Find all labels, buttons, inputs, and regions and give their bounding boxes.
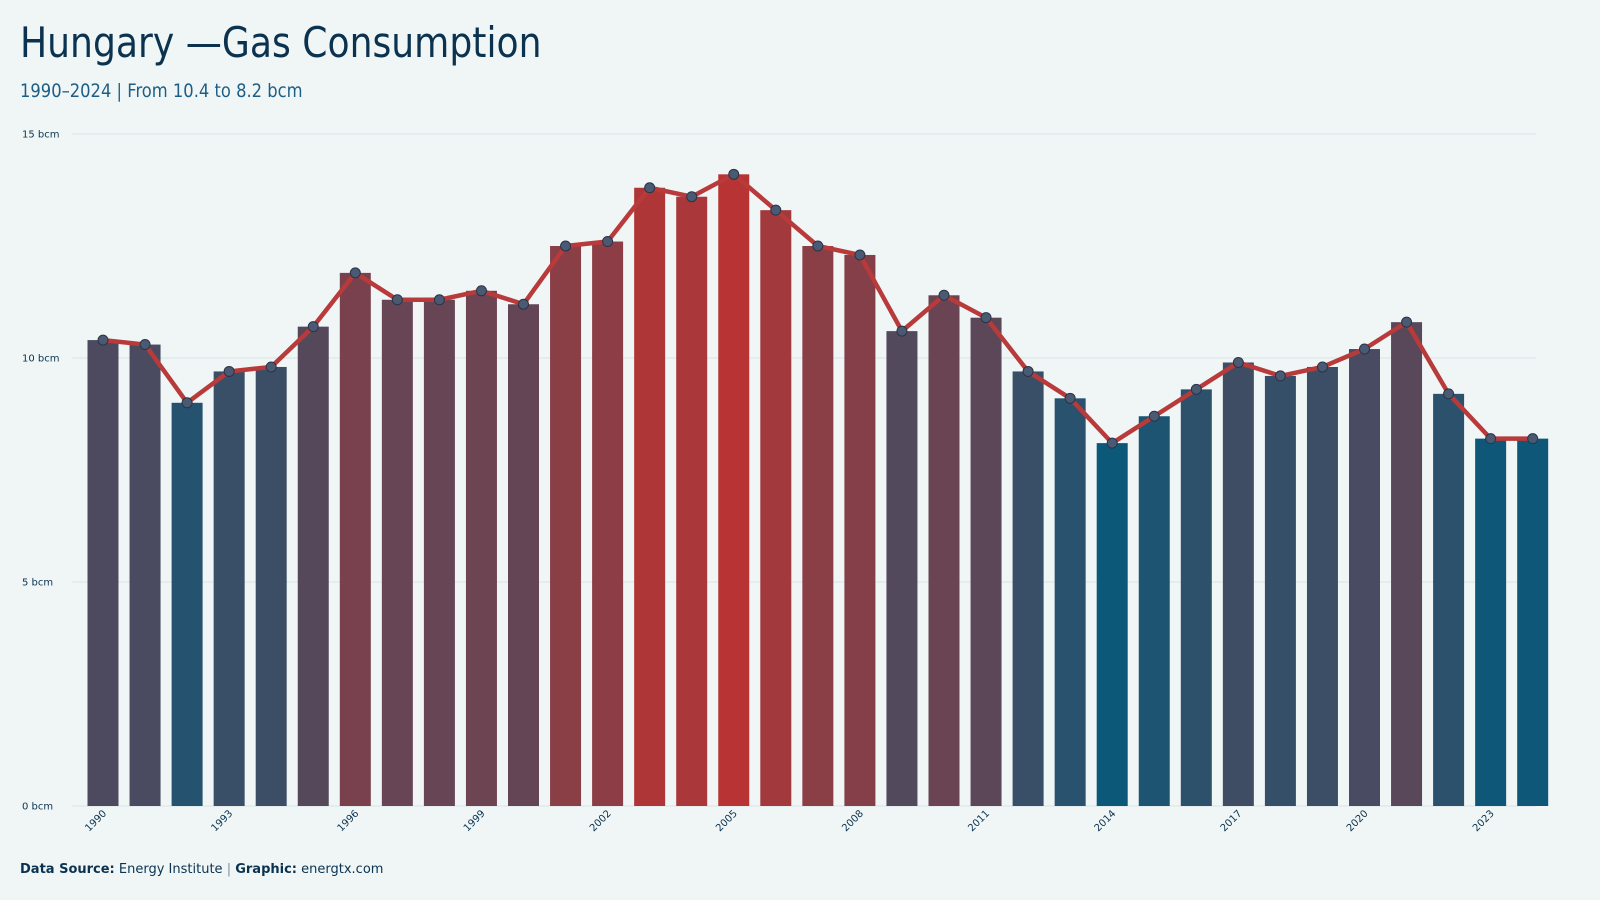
point-1994 xyxy=(265,361,277,373)
y-tick-label: 15 bcm xyxy=(22,130,60,141)
x-tick-label-2017: 2017 xyxy=(1219,808,1245,834)
point-2020 xyxy=(1359,343,1370,355)
bar-2024 xyxy=(1517,438,1549,806)
y-tick-label: 0 bcm xyxy=(22,802,53,813)
x-tick-label-2008: 2008 xyxy=(840,808,866,834)
bar-2019 xyxy=(1306,366,1338,806)
point-2022 xyxy=(1443,388,1455,400)
point-2008 xyxy=(854,249,866,261)
bar-2006 xyxy=(760,210,792,806)
bar-2020 xyxy=(1349,349,1380,806)
point-2018 xyxy=(1274,370,1286,382)
point-2006 xyxy=(770,204,782,216)
bar-2005 xyxy=(718,174,750,806)
point-1993 xyxy=(223,365,235,377)
bar-2012 xyxy=(1012,371,1044,806)
point-1996 xyxy=(349,267,361,279)
point-1991 xyxy=(139,339,151,351)
point-2002 xyxy=(602,236,614,248)
point-2000 xyxy=(518,298,529,310)
point-2004 xyxy=(686,191,698,203)
bar-1997 xyxy=(381,299,413,806)
bar-1992 xyxy=(171,402,203,806)
bar-2023 xyxy=(1475,438,1507,806)
bar-2016 xyxy=(1180,389,1212,806)
bar-1999 xyxy=(465,290,497,806)
bar-2014 xyxy=(1096,443,1128,806)
point-1990 xyxy=(97,334,109,346)
x-tick-label-2002: 2002 xyxy=(588,808,614,834)
point-2010 xyxy=(938,289,950,301)
point-2003 xyxy=(644,182,656,194)
bar-1990 xyxy=(87,340,119,806)
bar-2015 xyxy=(1138,416,1170,806)
bar-2000 xyxy=(508,304,539,806)
y-tick-label: 5 bcm xyxy=(22,578,53,589)
point-1998 xyxy=(433,294,445,306)
bar-2010 xyxy=(928,295,960,806)
point-2005 xyxy=(728,168,740,180)
bar-2022 xyxy=(1433,393,1465,806)
point-2001 xyxy=(560,240,572,252)
point-2011 xyxy=(980,312,992,324)
x-tick-label-2014: 2014 xyxy=(1093,808,1119,834)
point-2023 xyxy=(1485,433,1497,445)
point-2014 xyxy=(1106,437,1118,449)
point-2024 xyxy=(1527,433,1539,445)
point-1992 xyxy=(181,397,193,409)
bar-2011 xyxy=(970,317,1002,806)
point-2007 xyxy=(812,240,824,252)
point-2017 xyxy=(1232,356,1244,368)
x-tick-label-1996: 1996 xyxy=(336,808,362,834)
bar-2017 xyxy=(1222,362,1254,806)
x-tick-label-2020: 2020 xyxy=(1345,808,1371,834)
bar-1993 xyxy=(213,371,245,806)
x-tick-label-1999: 1999 xyxy=(462,808,488,834)
y-tick-label: 10 bcm xyxy=(22,354,60,365)
bar-2021 xyxy=(1391,322,1423,806)
bar-2003 xyxy=(634,187,666,806)
bar-2002 xyxy=(592,241,624,806)
bar-1998 xyxy=(423,299,455,806)
footer-credits: Data Source: Energy Institute | Graphic:… xyxy=(20,862,383,877)
bar-2007 xyxy=(802,246,834,806)
point-1995 xyxy=(307,321,319,333)
chart-title: Hungary —Gas Consumption xyxy=(20,18,542,67)
bar-1994 xyxy=(255,366,287,806)
point-2009 xyxy=(896,325,908,337)
source-label: Data Source: xyxy=(20,862,115,877)
point-2013 xyxy=(1064,392,1076,404)
bar-1996 xyxy=(339,272,371,806)
bar-2013 xyxy=(1054,398,1086,806)
bar-2008 xyxy=(844,254,876,806)
graphic-value: energtx.com xyxy=(301,862,384,877)
bar-2001 xyxy=(550,246,582,806)
x-tick-label-1993: 1993 xyxy=(209,808,235,834)
x-tick-label-1990: 1990 xyxy=(83,808,109,834)
bar-2018 xyxy=(1264,375,1296,806)
x-tick-label-2023: 2023 xyxy=(1471,808,1497,834)
bar-2004 xyxy=(676,196,708,807)
bar-2009 xyxy=(886,331,918,806)
point-1999 xyxy=(475,285,487,297)
x-tick-label-2011: 2011 xyxy=(966,808,992,834)
point-2016 xyxy=(1190,383,1202,395)
graphic-label: Graphic: xyxy=(235,862,297,877)
point-2019 xyxy=(1316,361,1328,373)
footer-separator: | xyxy=(226,862,232,877)
chart-subtitle: 1990–2024 | From 10.4 to 8.2 bcm xyxy=(20,80,303,102)
point-2015 xyxy=(1148,410,1160,422)
point-2021 xyxy=(1401,316,1413,328)
point-1997 xyxy=(391,294,403,306)
point-2012 xyxy=(1022,365,1034,377)
bar-1991 xyxy=(129,344,161,806)
source-value: Energy Institute xyxy=(118,862,223,877)
x-tick-label-2005: 2005 xyxy=(714,808,740,834)
bar-1995 xyxy=(297,326,329,806)
